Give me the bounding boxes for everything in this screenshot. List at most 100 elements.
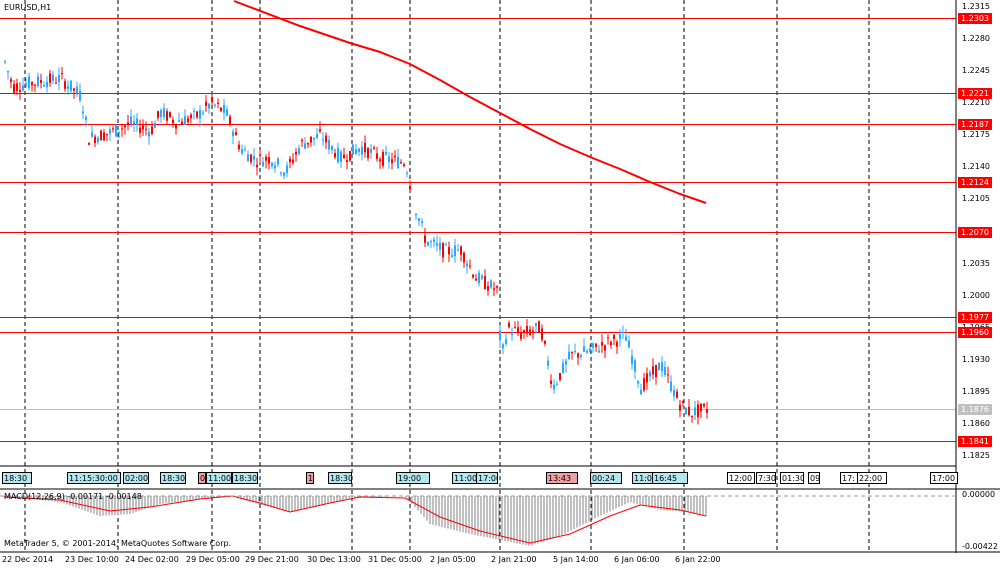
candle-body xyxy=(346,160,348,163)
candle-body xyxy=(523,330,525,333)
candle-body xyxy=(253,156,255,160)
event-marker[interactable]: 16:45 xyxy=(652,472,688,484)
candle-body xyxy=(442,242,444,258)
candle-body xyxy=(589,348,591,352)
candle-body xyxy=(544,340,546,344)
event-marker[interactable]: 02:00 xyxy=(123,472,149,484)
candle-body xyxy=(361,146,363,155)
event-marker[interactable]: 0 xyxy=(198,472,206,484)
candle-body xyxy=(193,110,195,112)
candle-body xyxy=(490,280,492,288)
candle-body xyxy=(619,334,621,340)
event-marker[interactable]: 17:00 xyxy=(930,472,958,484)
price-line-tag: 1.2124 xyxy=(958,176,992,188)
candle-body xyxy=(598,350,600,353)
candle-body xyxy=(550,380,552,384)
event-marker[interactable]: 09 xyxy=(808,472,820,484)
candle-body xyxy=(289,158,291,163)
event-marker[interactable]: 18:30 xyxy=(2,472,32,484)
candle-body xyxy=(70,80,72,91)
candle-body xyxy=(532,330,534,332)
event-marker[interactable]: 19:00 xyxy=(396,472,430,484)
grid-lines xyxy=(24,0,870,553)
candle-body xyxy=(535,322,537,326)
candle-body xyxy=(616,341,618,347)
time-tick-label: 24 Dec 02:00 xyxy=(125,555,179,564)
price-line-tag: 1.1960 xyxy=(958,326,992,338)
macd-title: MACD(12,26,9) -0.00171 -0.00148 xyxy=(4,492,142,501)
candle-body xyxy=(562,362,564,373)
candle-body xyxy=(469,265,471,267)
candle-body xyxy=(340,151,342,162)
candle-body xyxy=(352,144,354,155)
candle-body xyxy=(154,122,156,128)
candle-body xyxy=(157,111,159,118)
candle-body xyxy=(403,164,405,167)
candle-body xyxy=(700,403,702,412)
event-marker[interactable]: 17:00 xyxy=(476,472,498,484)
event-marker[interactable]: 18:30 xyxy=(160,472,186,484)
candle-body xyxy=(685,407,687,415)
candle-body xyxy=(652,366,654,375)
candle-body xyxy=(7,71,9,73)
time-tick-label: 2 Jan 05:00 xyxy=(430,555,476,564)
event-marker[interactable]: 22:00 xyxy=(857,472,887,484)
candle-body xyxy=(169,112,171,117)
event-marker[interactable]: 11:00 xyxy=(452,472,478,484)
price-tick-label: 1.1860 xyxy=(962,418,990,428)
candle-body xyxy=(316,134,318,139)
candle-body xyxy=(40,80,42,83)
candle-body xyxy=(667,374,669,376)
candle-body xyxy=(349,150,351,161)
candle-body xyxy=(661,362,663,372)
candle-body xyxy=(25,83,27,86)
candle-body xyxy=(658,362,660,371)
candle-body xyxy=(604,345,606,351)
candle-body xyxy=(265,156,267,161)
candle-body xyxy=(139,127,141,133)
event-marker[interactable]: 1 xyxy=(306,472,314,484)
candle-body xyxy=(271,162,273,167)
candle-body xyxy=(580,355,582,357)
candle-body xyxy=(229,116,231,125)
event-marker[interactable]: 7:30 xyxy=(756,472,776,484)
candle-body xyxy=(664,367,666,375)
candle-body xyxy=(49,73,51,83)
candle-body xyxy=(511,332,513,335)
moving-average-line xyxy=(233,0,707,204)
candle-body xyxy=(436,243,438,246)
candle-body xyxy=(181,121,183,125)
candle-body xyxy=(280,172,282,174)
candle-body xyxy=(637,381,639,384)
candle-body xyxy=(184,116,186,125)
candle-body xyxy=(82,111,84,114)
candle-body xyxy=(628,340,630,348)
event-marker[interactable]: 00:24 xyxy=(590,472,622,484)
macd-signal-line xyxy=(3,495,707,544)
candle-body xyxy=(298,148,300,154)
candle-body xyxy=(448,247,450,255)
candle-body xyxy=(388,156,390,162)
candle-body xyxy=(613,334,615,339)
candle-body xyxy=(10,79,12,82)
event-marker[interactable]: 18:30 xyxy=(232,472,258,484)
candle-body xyxy=(682,401,684,403)
candle-body xyxy=(697,404,699,418)
candle-body xyxy=(433,239,435,242)
event-marker[interactable]: 01:30 xyxy=(780,472,804,484)
candle-body xyxy=(643,378,645,391)
candle-body xyxy=(136,118,138,125)
candle-body xyxy=(577,353,579,358)
candle-body xyxy=(478,272,480,284)
event-marker[interactable]: 13:43 xyxy=(546,472,578,484)
candle-body xyxy=(202,112,204,114)
event-marker[interactable]: 11:15:30:00 xyxy=(67,472,121,484)
price-line-tag: 1.1977 xyxy=(958,311,992,323)
event-marker[interactable]: 12:00 xyxy=(727,472,755,484)
event-marker[interactable]: 17: xyxy=(840,472,858,484)
time-tick-label: 22 Dec 2014 xyxy=(2,555,54,564)
event-marker[interactable]: 18:30 xyxy=(328,472,352,484)
event-marker[interactable]: 11:00 xyxy=(206,472,232,484)
candle-body xyxy=(175,124,177,129)
